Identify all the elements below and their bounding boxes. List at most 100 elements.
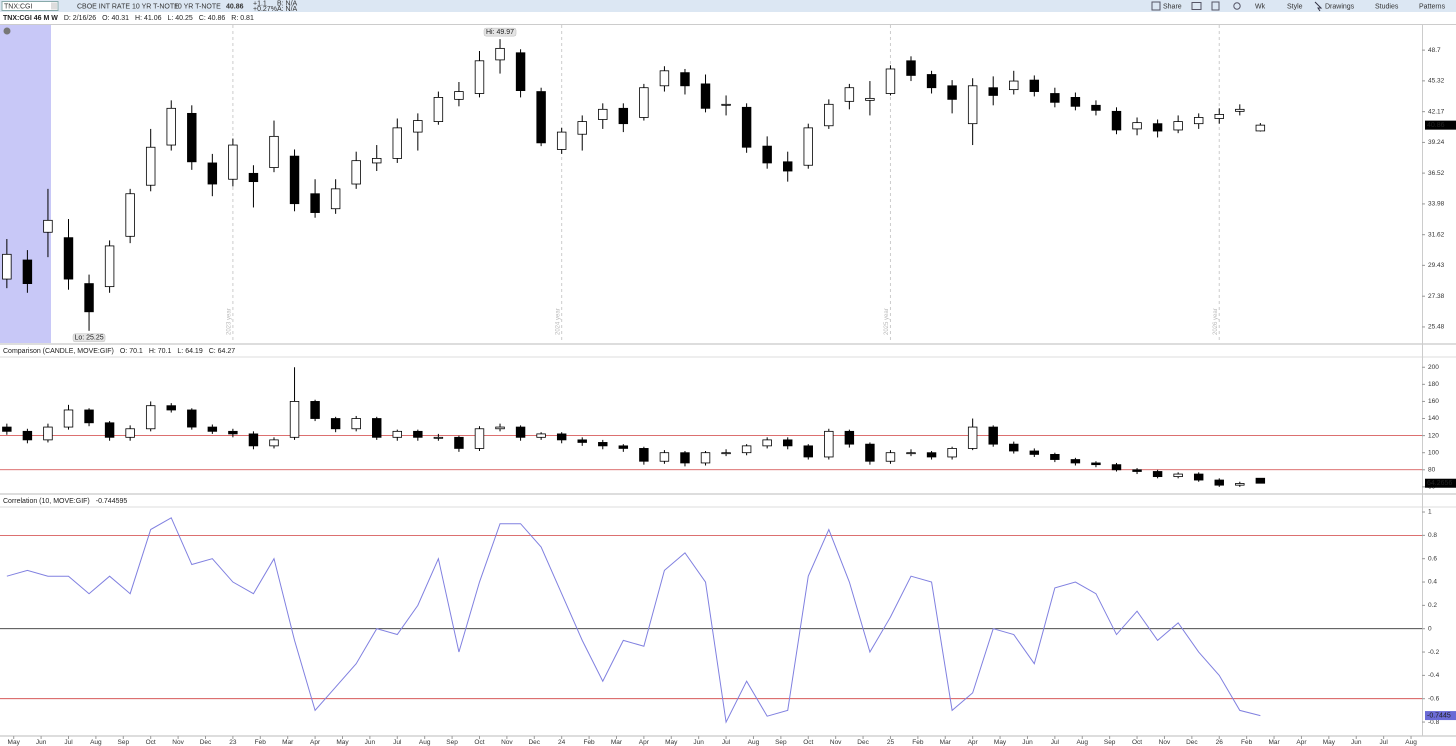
candle-body bbox=[1009, 443, 1019, 452]
candle-body bbox=[84, 409, 94, 424]
x-tick-label: Feb bbox=[255, 739, 267, 746]
candle-body bbox=[228, 430, 238, 435]
symbol-dropdown[interactable] bbox=[51, 2, 57, 10]
y-tick-label: 0 bbox=[1428, 625, 1432, 632]
last-value-label: 64.2656 bbox=[1427, 480, 1452, 487]
candle-body bbox=[947, 448, 957, 458]
candle-body bbox=[1029, 450, 1040, 455]
candle-body bbox=[289, 401, 300, 438]
last-value-box bbox=[1425, 478, 1456, 488]
annotation-box bbox=[483, 27, 517, 37]
short-name: 10 YR T-NOTE bbox=[174, 3, 221, 10]
candle-body bbox=[824, 103, 834, 127]
candle-body bbox=[392, 430, 402, 438]
x-tick-label: 24 bbox=[558, 739, 566, 746]
x-tick-label: Jun bbox=[693, 739, 704, 746]
y-tick-label: -0.6 bbox=[1428, 695, 1440, 702]
candle-body bbox=[577, 121, 587, 135]
toolbar-button[interactable]: Style bbox=[1287, 3, 1303, 10]
y-tick-label: 0.4 bbox=[1428, 579, 1437, 586]
candle-body bbox=[1070, 97, 1081, 107]
x-tick-label: Jun bbox=[1022, 739, 1033, 746]
candle-body bbox=[228, 144, 238, 180]
x-tick-label: Nov bbox=[1159, 739, 1171, 746]
x-tick-label: Jun bbox=[1351, 739, 1362, 746]
share-icon[interactable] bbox=[1151, 1, 1161, 11]
pane-title: Correlation (10, MOVE:GIF) bbox=[3, 498, 90, 505]
candle-body bbox=[783, 439, 793, 447]
pane-legend-item: C: 64.27 bbox=[209, 348, 236, 355]
candle-body bbox=[1255, 124, 1266, 132]
toolbar-button[interactable]: Patterns bbox=[1419, 3, 1446, 10]
y-tick-label: 140 bbox=[1428, 415, 1439, 422]
candle-body bbox=[783, 161, 793, 172]
candle-body bbox=[1050, 454, 1060, 460]
x-tick-label: Jul bbox=[1379, 739, 1388, 746]
candle-body bbox=[926, 452, 937, 458]
x-tick-label: Aug bbox=[419, 739, 431, 746]
candle-body bbox=[351, 418, 361, 430]
x-tick-label: Oct bbox=[803, 739, 813, 746]
candle-body bbox=[906, 452, 916, 455]
y-tick-label: 48.7 bbox=[1428, 47, 1441, 54]
candle-body bbox=[803, 445, 813, 458]
toolbar-button[interactable]: Share bbox=[1163, 3, 1182, 10]
y-tick-label: 120 bbox=[1428, 432, 1439, 439]
pane-legend-item: H: 70.1 bbox=[149, 348, 172, 355]
toolbar-button[interactable]: Wk bbox=[1255, 3, 1266, 10]
candle-body bbox=[1214, 479, 1224, 486]
pane-legend-item: O: 70.1 bbox=[120, 348, 143, 355]
candle-body bbox=[166, 107, 176, 146]
candle-body bbox=[454, 91, 464, 100]
x-tick-label: Jun bbox=[36, 739, 47, 746]
candle-body bbox=[207, 162, 218, 185]
candle-body bbox=[84, 283, 94, 313]
candle-body bbox=[1235, 483, 1245, 486]
candle-body bbox=[741, 445, 752, 454]
toolbar-button[interactable]: Studies bbox=[1375, 3, 1399, 10]
pane-legend-item: C: 40.86 bbox=[199, 15, 226, 22]
x-tick-label: Aug bbox=[1405, 739, 1417, 746]
info-icon[interactable] bbox=[3, 27, 11, 35]
toolbar-background bbox=[0, 0, 1456, 12]
candle-body bbox=[248, 172, 259, 183]
x-tick-label: Nov bbox=[172, 739, 184, 746]
print-icon[interactable] bbox=[1211, 1, 1220, 11]
toolbar-button[interactable]: Drawings bbox=[1325, 3, 1355, 10]
last-value-box bbox=[1425, 711, 1456, 721]
candle-body bbox=[618, 445, 629, 449]
candle-body bbox=[1152, 471, 1163, 478]
y-tick-label: 160 bbox=[1428, 398, 1439, 405]
x-tick-label: Sep bbox=[446, 739, 458, 746]
y-tick-label: 25.48 bbox=[1428, 324, 1445, 331]
candle-body bbox=[700, 83, 711, 109]
symbol-input[interactable] bbox=[1, 1, 59, 11]
candle-body bbox=[2, 426, 12, 432]
candle-body bbox=[556, 433, 567, 441]
settings-icon[interactable] bbox=[1233, 2, 1241, 10]
x-tick-label: Dec bbox=[200, 739, 212, 746]
last-value-box bbox=[1425, 120, 1456, 130]
candle-body bbox=[865, 443, 875, 462]
candle-body bbox=[680, 452, 690, 464]
x-tick-label: May bbox=[8, 739, 21, 746]
candle-body bbox=[536, 433, 546, 438]
change-percent: +0.27% bbox=[253, 6, 277, 13]
candle-body bbox=[967, 426, 978, 449]
drawings-icon[interactable] bbox=[1314, 1, 1323, 12]
candle-body bbox=[63, 409, 74, 428]
layout-icon[interactable] bbox=[1191, 2, 1202, 10]
candle-body bbox=[639, 448, 649, 462]
candle-body bbox=[1132, 122, 1142, 130]
candle-body bbox=[988, 87, 998, 96]
candle-body bbox=[145, 146, 156, 186]
y-tick-label: 39.24 bbox=[1428, 139, 1445, 146]
candle-body bbox=[104, 245, 115, 288]
x-tick-label: Aug bbox=[748, 739, 760, 746]
candle-body bbox=[310, 401, 320, 419]
toolbar: TNX:CGI CBOE INT RATE 10 YR T-NOTE 10 YR… bbox=[0, 0, 1456, 13]
candle-body bbox=[967, 85, 978, 125]
candle-body bbox=[495, 47, 505, 61]
candle-body bbox=[145, 405, 156, 430]
candle-body bbox=[1193, 117, 1204, 125]
